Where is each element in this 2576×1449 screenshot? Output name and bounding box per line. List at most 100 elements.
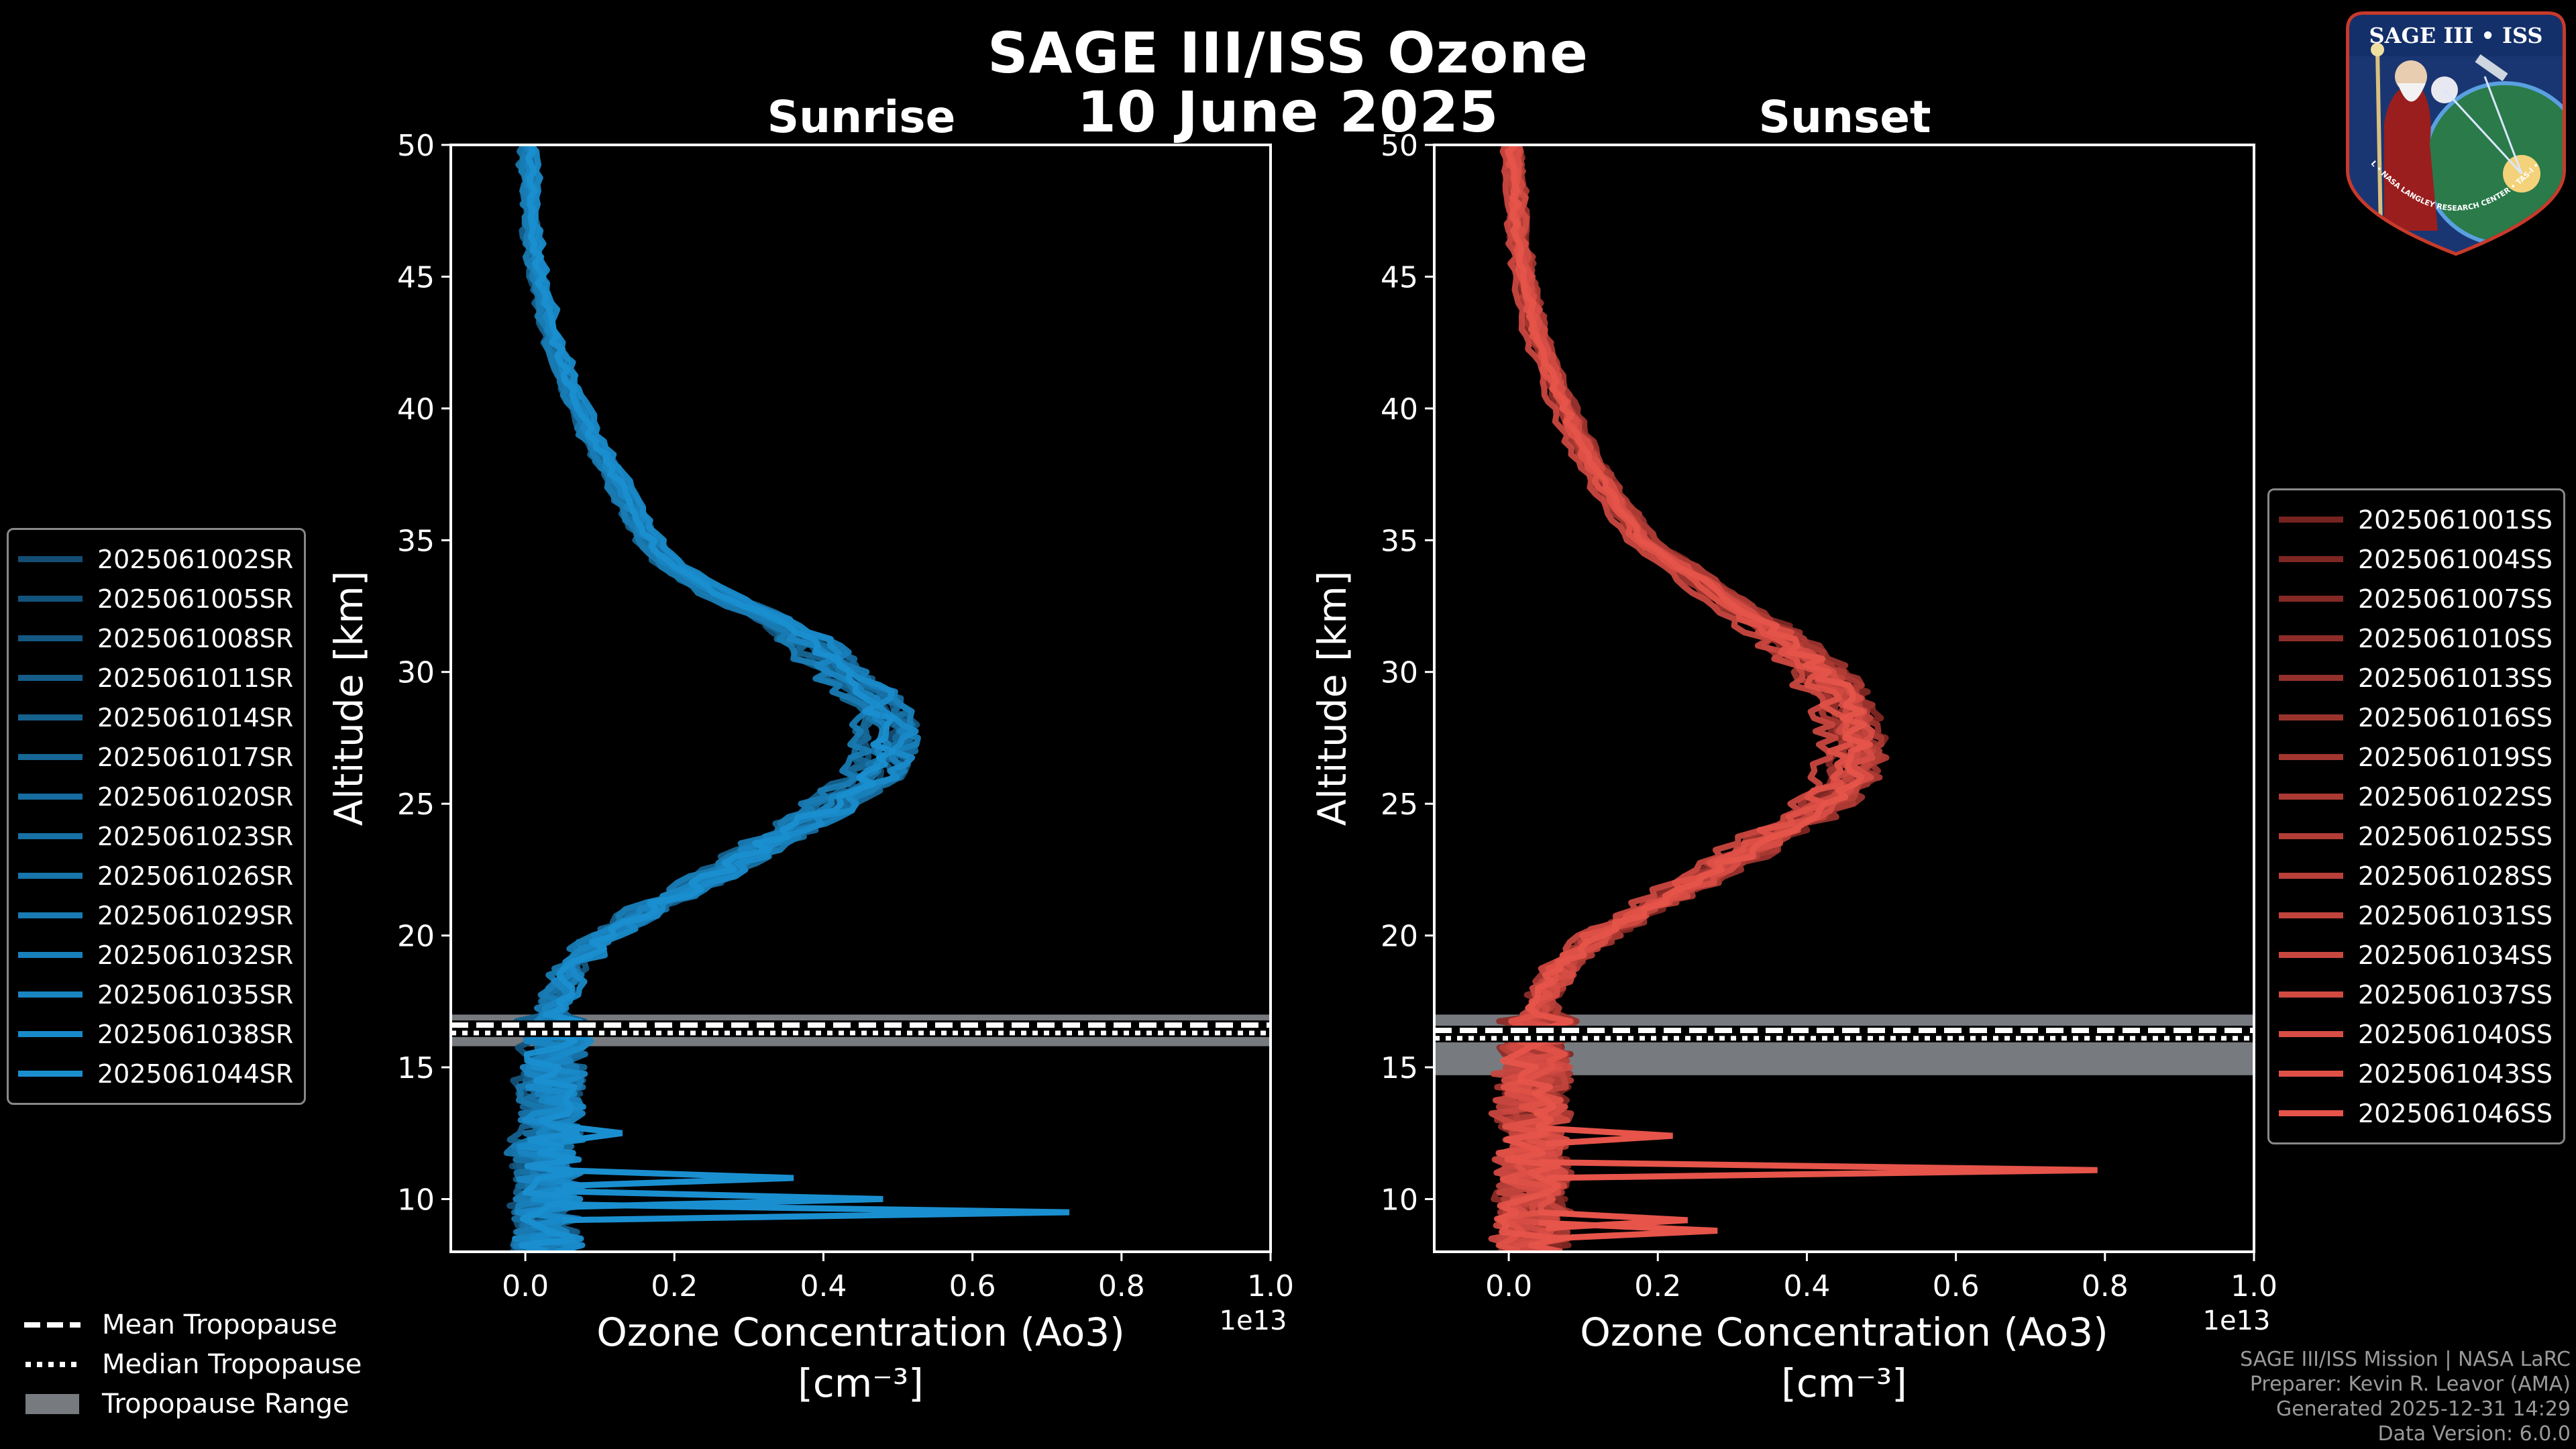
legend-label: 2025061013SS (2358, 663, 2553, 693)
x-tick-label: 0.0 (1485, 1269, 1532, 1303)
sunrise-legend: 2025061002SR 2025061005SR 2025061008SR 2025… (7, 528, 307, 1105)
footer-line-preparer: Preparer: Kevin R. Leavor (AMA) (2249, 1373, 2571, 1396)
legend-label: 2025061032SR (97, 940, 294, 970)
series-line-2025061035SR (512, 145, 892, 1252)
legend-entry: 2025061029SR (18, 896, 293, 935)
range-swatch (25, 1393, 79, 1414)
legend-swatch (18, 1071, 83, 1077)
legend-swatch (2279, 991, 2343, 998)
legend-swatch (18, 714, 83, 720)
legend-label: 2025061044SR (97, 1059, 294, 1089)
legend-swatch (2279, 833, 2343, 839)
legend-swatch (2279, 596, 2343, 602)
legend-entry: 2025061034SS (2279, 935, 2553, 975)
legend-swatch (18, 794, 83, 800)
legend-swatch (2279, 1071, 2343, 1077)
legend-entry: 2025061013SS (2279, 658, 2553, 698)
y-tick-label: 35 (1381, 524, 1418, 558)
legend-swatch (18, 556, 83, 562)
figure-date: 10 June 2025 (1077, 79, 1499, 145)
x-scale-label: 1e13 (1220, 1305, 1287, 1336)
legend-swatch (2279, 952, 2343, 958)
legend-swatch (2279, 794, 2343, 800)
legend-label: 2025061019SS (2358, 742, 2553, 772)
x-tick-label: 0.8 (1098, 1269, 1145, 1303)
y-tick-label: 20 (1381, 920, 1418, 954)
x-tick-label: 0.6 (949, 1269, 996, 1303)
legend-label: 2025061016SS (2358, 702, 2553, 733)
legend-swatch (18, 873, 83, 879)
y-tick-label: 45 (397, 260, 435, 294)
series-line-2025061043SS (1494, 145, 1854, 1252)
tropopause-legend: Mean Tropopause Median Tropopause Tropop… (24, 1305, 362, 1424)
legend-entry: 2025061046SS (2279, 1093, 2553, 1133)
badge-title: SAGE III • ISS (2369, 23, 2543, 48)
x-axis-label: Ozone Concentration (Ao3) (596, 1309, 1125, 1355)
legend-swatch (2279, 517, 2343, 523)
legend-swatch (18, 991, 83, 998)
legend-entry: 2025061017SR (18, 737, 293, 777)
axes-frame (1433, 144, 2255, 1253)
sunset-panel-title: Sunset (1758, 91, 1931, 143)
x-tick-label: 1.0 (1247, 1269, 1294, 1303)
x-tick-label: 0.4 (1783, 1269, 1830, 1303)
legend-swatch (2279, 1110, 2343, 1116)
y-tick-label: 40 (1381, 392, 1418, 427)
legend-entry: 2025061040SS (2279, 1014, 2553, 1054)
legend-entry: 2025061020SR (18, 777, 293, 816)
spike-line-0 (555, 1201, 1070, 1224)
legend-entry: 2025061007SS (2279, 579, 2553, 619)
spike-line-3 (555, 1122, 623, 1144)
legend-entry: 2025061037SS (2279, 975, 2553, 1014)
legend-label: 2025061035SR (97, 979, 294, 1010)
legend-swatch (18, 754, 83, 760)
legend-range-label: Tropopause Range (102, 1388, 350, 1419)
sunset-plot: 0.0 0.2 0.4 0.6 0.8 1.0 10 15 20 25 30 35 40 45 50 1e13… (1309, 129, 2277, 1406)
legend-tropopause-range: Tropopause Range (24, 1384, 362, 1424)
y-tick-label: 15 (1381, 1051, 1418, 1085)
x-tick-label: 0.8 (2082, 1269, 2129, 1303)
legend-entry: 2025061016SS (2279, 698, 2553, 737)
y-tick-label: 30 (1381, 656, 1418, 690)
legend-swatch (18, 952, 83, 958)
legend-swatch (2279, 635, 2343, 641)
y-tick-label: 25 (1381, 788, 1418, 822)
legend-label: 2025061037SS (2358, 979, 2553, 1010)
y-tick-label: 35 (397, 524, 435, 558)
profile-lines (503, 145, 1070, 1252)
legend-entry: 2025061032SR (18, 935, 293, 975)
legend-entry: 2025061025SS (2279, 816, 2553, 856)
axes-frame (449, 144, 1272, 1253)
legend-entry: 2025061014SR (18, 698, 293, 737)
legend-label: 2025061046SS (2358, 1098, 2553, 1128)
dotted-line-swatch (25, 1361, 80, 1367)
legend-label: 2025061007SS (2358, 584, 2553, 614)
x-axis-label: Ozone Concentration (Ao3) (1580, 1309, 2108, 1355)
legend-label: 2025061001SS (2358, 504, 2553, 535)
series-line-2025061031SS (1496, 145, 1876, 1252)
x-tick-label: 0.0 (502, 1269, 549, 1303)
legend-label: 2025061040SS (2358, 1019, 2553, 1049)
legend-swatch (18, 1031, 83, 1037)
legend-label: 2025061029SR (97, 900, 294, 930)
series-line-2025061046SS (1496, 145, 1873, 1252)
legend-entry: 2025061019SS (2279, 737, 2553, 777)
y-tick-label: 20 (397, 920, 435, 954)
legend-label: 2025061004SS (2358, 544, 2553, 574)
legend-entry: 2025061002SR (18, 539, 293, 579)
legend-entry: 2025061010SS (2279, 619, 2553, 658)
y-tick-label: 10 (397, 1183, 435, 1217)
footer-line-generated: Generated 2025-12-31 14:29 (2275, 1397, 2571, 1421)
x-tick-label: 0.4 (800, 1269, 847, 1303)
x-scale-label: 1e13 (2203, 1305, 2271, 1336)
sunrise-plot: 0.0 0.2 0.4 0.6 0.8 1.0 10 15 20 25 30 35 40 45 50 1e13… (326, 129, 1294, 1406)
legend-entry: 2025061005SR (18, 579, 293, 619)
legend-entry: 2025061044SR (18, 1054, 293, 1093)
legend-label: 2025061017SR (97, 742, 294, 772)
legend-entry: 2025061008SR (18, 619, 293, 658)
y-axis-label: Altitude [km] (1309, 571, 1355, 826)
legend-label: 2025061008SR (97, 623, 294, 653)
sage-mission-badge: SAGE III • ISS BALL • NASA LANGLEY RESEA… (2344, 9, 2566, 256)
x-tick-label: 1.0 (2231, 1269, 2277, 1303)
legend-entry: 2025061023SR (18, 816, 293, 856)
